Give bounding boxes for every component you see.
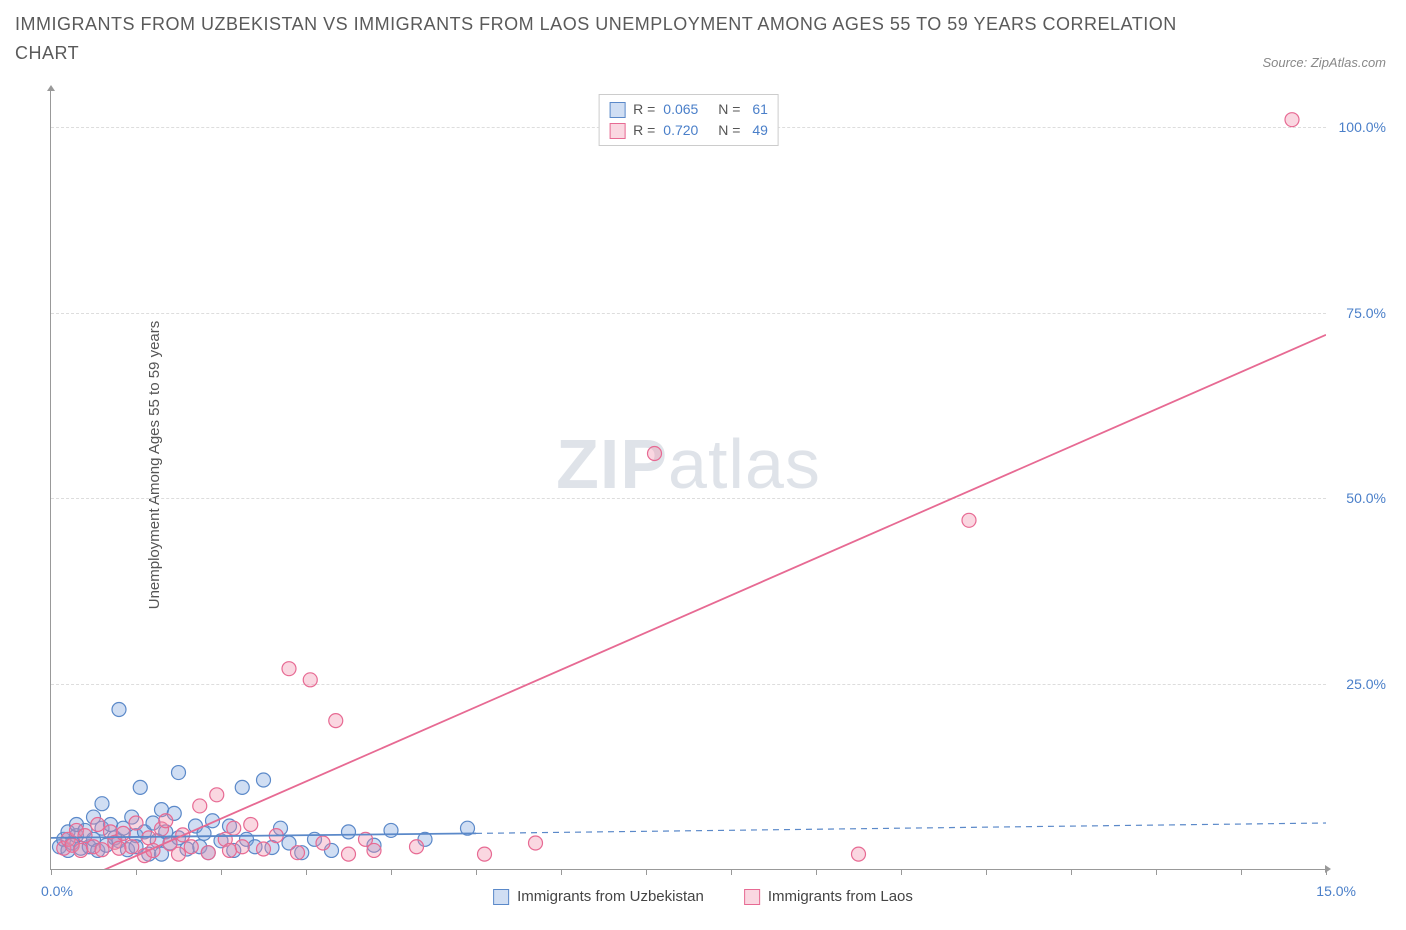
uzbekistan-label: Immigrants from Uzbekistan <box>517 888 704 905</box>
laos-point <box>142 831 156 845</box>
x-tick <box>476 869 477 875</box>
x-tick <box>221 869 222 875</box>
laos-point <box>410 840 424 854</box>
x-tick <box>51 869 52 875</box>
laos-point <box>1285 113 1299 127</box>
chart-plot-area: ZIPatlas R = 0.065 N = 61 R = 0.720 N = … <box>50 90 1326 870</box>
x-origin-label: 0.0% <box>41 883 73 899</box>
r-label: R = <box>633 99 655 120</box>
laos-point <box>91 817 105 831</box>
la-r-value: 0.720 <box>663 120 698 141</box>
uzbekistan-point <box>112 702 126 716</box>
laos-point <box>291 846 305 860</box>
x-tick <box>1156 869 1157 875</box>
uzbekistan-point <box>257 773 271 787</box>
y-tick-label: 100.0% <box>1339 119 1386 135</box>
scatter-svg <box>51 90 1326 869</box>
stats-row-uzbekistan: R = 0.065 N = 61 <box>609 99 768 120</box>
laos-point <box>125 840 139 854</box>
laos-point <box>303 673 317 687</box>
laos-point <box>478 847 492 861</box>
laos-point <box>223 843 237 857</box>
laos-point <box>95 843 109 857</box>
y-tick-label: 75.0% <box>1346 305 1386 321</box>
uzbekistan-swatch-icon <box>493 889 509 905</box>
laos-point <box>210 788 224 802</box>
laos-point <box>329 714 343 728</box>
laos-point <box>244 817 258 831</box>
y-tick-label: 50.0% <box>1346 490 1386 506</box>
laos-point <box>112 841 126 855</box>
laos-point <box>529 836 543 850</box>
uz-n-value: 61 <box>748 99 767 120</box>
x-tick <box>731 869 732 875</box>
n-label: N = <box>718 99 740 120</box>
uzbekistan-point <box>342 825 356 839</box>
laos-swatch-icon <box>609 123 625 139</box>
x-end-label: 15.0% <box>1316 883 1356 899</box>
laos-point <box>193 799 207 813</box>
laos-point <box>159 814 173 828</box>
laos-point <box>852 847 866 861</box>
x-tick <box>391 869 392 875</box>
laos-swatch-icon <box>744 889 760 905</box>
uzbekistan-point <box>172 766 186 780</box>
series-legend: Immigrants from Uzbekistan Immigrants fr… <box>493 888 913 905</box>
la-n-value: 49 <box>748 120 767 141</box>
chart-title: IMMIGRANTS FROM UZBEKISTAN VS IMMIGRANTS… <box>15 10 1206 68</box>
n-label: N = <box>718 120 740 141</box>
y-tick-label: 25.0% <box>1346 676 1386 692</box>
laos-point <box>235 840 249 854</box>
laos-point <box>201 846 215 860</box>
laos-point <box>316 836 330 850</box>
stats-legend: R = 0.065 N = 61 R = 0.720 N = 49 <box>598 94 779 146</box>
laos-point <box>257 842 271 856</box>
laos-point <box>184 840 198 854</box>
laos-point <box>172 847 186 861</box>
uzbekistan-swatch-icon <box>609 102 625 118</box>
uzbekistan-point <box>133 780 147 794</box>
x-tick <box>1326 869 1327 875</box>
uz-r-value: 0.065 <box>663 99 698 120</box>
x-tick <box>561 869 562 875</box>
uzbekistan-trend-extrapolation <box>476 823 1326 833</box>
x-tick <box>646 869 647 875</box>
uzbekistan-point <box>384 823 398 837</box>
x-tick <box>901 869 902 875</box>
x-tick <box>136 869 137 875</box>
x-tick <box>306 869 307 875</box>
laos-point <box>116 826 130 840</box>
x-tick <box>1071 869 1072 875</box>
laos-point <box>962 513 976 527</box>
source-attribution: Source: ZipAtlas.com <box>1262 55 1386 70</box>
laos-point <box>342 847 356 861</box>
laos-point <box>367 843 381 857</box>
x-tick <box>816 869 817 875</box>
laos-point <box>227 821 241 835</box>
uzbekistan-point <box>95 797 109 811</box>
x-tick <box>1241 869 1242 875</box>
legend-item-uzbekistan: Immigrants from Uzbekistan <box>493 888 704 905</box>
laos-point <box>129 816 143 830</box>
stats-row-laos: R = 0.720 N = 49 <box>609 120 768 141</box>
uzbekistan-point <box>235 780 249 794</box>
r-label: R = <box>633 120 655 141</box>
legend-item-laos: Immigrants from Laos <box>744 888 913 905</box>
x-tick <box>986 869 987 875</box>
laos-point <box>74 843 88 857</box>
laos-point <box>282 662 296 676</box>
laos-point <box>648 447 662 461</box>
laos-label: Immigrants from Laos <box>768 888 913 905</box>
